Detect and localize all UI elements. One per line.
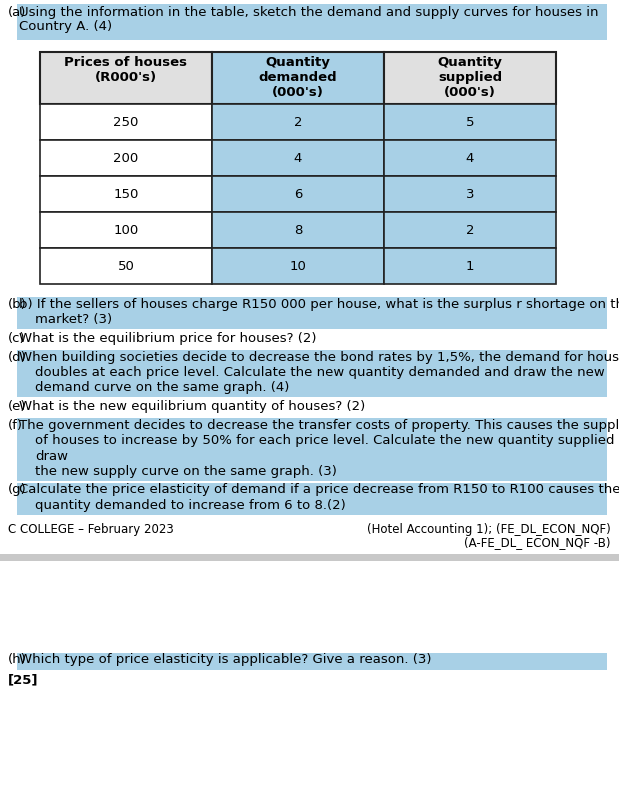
Text: market? (3): market? (3) <box>35 314 112 326</box>
Bar <box>40 176 212 212</box>
Bar <box>0 554 619 560</box>
Text: What is the new equilibrium quantity of houses? (2): What is the new equilibrium quantity of … <box>19 400 365 413</box>
Bar <box>17 498 607 514</box>
Bar <box>17 464 607 480</box>
Text: 1: 1 <box>465 260 474 272</box>
Text: quantity demanded to increase from 6 to 8.(2): quantity demanded to increase from 6 to … <box>35 499 346 512</box>
Text: (A-FE_DL_ ECON_NQF -B): (A-FE_DL_ ECON_NQF -B) <box>464 537 611 550</box>
Text: Quantity
supplied
(000's): Quantity supplied (000's) <box>438 56 503 99</box>
Bar <box>17 418 607 434</box>
Text: Calculate the price elasticity of demand if a price decrease from R150 to R100 c: Calculate the price elasticity of demand… <box>19 484 619 496</box>
Bar <box>40 104 212 140</box>
Bar <box>212 212 384 248</box>
Text: 50: 50 <box>118 260 134 272</box>
Text: C COLLEGE – February 2023: C COLLEGE – February 2023 <box>8 524 174 537</box>
Text: (g): (g) <box>8 484 27 496</box>
Text: (c): (c) <box>8 332 25 345</box>
Text: Using the information in the table, sketch the demand and supply curves for hous: Using the information in the table, sket… <box>19 6 599 19</box>
Text: demand curve on the same graph. (4): demand curve on the same graph. (4) <box>35 381 289 394</box>
Text: the new supply curve on the same graph. (3): the new supply curve on the same graph. … <box>35 465 337 478</box>
Bar <box>17 483 607 499</box>
Text: of houses to increase by 50% for each price level. Calculate the new quantity su: of houses to increase by 50% for each pr… <box>35 434 619 447</box>
Bar <box>17 653 607 670</box>
Bar <box>384 176 556 212</box>
Text: Prices of houses
(R000's): Prices of houses (R000's) <box>64 56 188 84</box>
Text: Quantity
demanded
(000's): Quantity demanded (000's) <box>259 56 337 99</box>
Bar <box>17 4 607 40</box>
Bar <box>212 176 384 212</box>
Text: 100: 100 <box>113 223 139 236</box>
Bar <box>17 313 607 329</box>
Text: 3: 3 <box>465 188 474 201</box>
Text: 8: 8 <box>294 223 302 236</box>
Text: (f): (f) <box>8 418 23 431</box>
Text: 150: 150 <box>113 188 139 201</box>
Bar <box>17 433 607 450</box>
Text: 6: 6 <box>294 188 302 201</box>
Text: (Hotel Accounting 1); (FE_DL_ECON_NQF): (Hotel Accounting 1); (FE_DL_ECON_NQF) <box>367 524 611 537</box>
Text: (e): (e) <box>8 400 27 413</box>
Text: doubles at each price level. Calculate the new quantity demanded and draw the ne: doubles at each price level. Calculate t… <box>35 366 605 379</box>
Text: 4: 4 <box>466 152 474 164</box>
Bar <box>17 365 607 381</box>
Text: (d): (d) <box>8 351 27 364</box>
Text: [25]: [25] <box>8 673 38 686</box>
Text: 5: 5 <box>465 115 474 128</box>
Bar <box>17 297 607 314</box>
Bar <box>384 104 556 140</box>
Text: 2: 2 <box>294 115 302 128</box>
Bar <box>384 212 556 248</box>
Bar <box>40 140 212 176</box>
Text: draw: draw <box>35 450 68 463</box>
Text: 2: 2 <box>465 223 474 236</box>
Text: 10: 10 <box>290 260 306 272</box>
Bar <box>17 380 607 397</box>
Text: (a): (a) <box>8 6 27 19</box>
Bar <box>212 52 384 104</box>
Bar <box>384 140 556 176</box>
Text: b) If the sellers of houses charge R150 000 per house, what is the surplus r sho: b) If the sellers of houses charge R150 … <box>19 298 619 311</box>
Text: The government decides to decrease the transfer costs of property. This causes t: The government decides to decrease the t… <box>19 418 619 431</box>
Bar <box>17 448 607 465</box>
Text: 200: 200 <box>113 152 139 164</box>
Bar <box>384 52 556 104</box>
Text: What is the equilibrium price for houses? (2): What is the equilibrium price for houses… <box>19 332 316 345</box>
Bar <box>40 52 212 104</box>
Text: 250: 250 <box>113 115 139 128</box>
Bar <box>212 104 384 140</box>
Bar <box>384 248 556 284</box>
Text: When building societies decide to decrease the bond rates by 1,5%, the demand fo: When building societies decide to decrea… <box>19 351 619 364</box>
Bar <box>40 248 212 284</box>
Text: Which type of price elasticity is applicable? Give a reason. (3): Which type of price elasticity is applic… <box>19 654 431 667</box>
Bar <box>40 212 212 248</box>
Bar <box>212 140 384 176</box>
Bar <box>17 350 607 366</box>
Text: (b): (b) <box>8 298 27 311</box>
Text: 4: 4 <box>294 152 302 164</box>
Text: Country A. (4): Country A. (4) <box>19 20 112 33</box>
Bar <box>212 248 384 284</box>
Text: (h): (h) <box>8 654 27 667</box>
